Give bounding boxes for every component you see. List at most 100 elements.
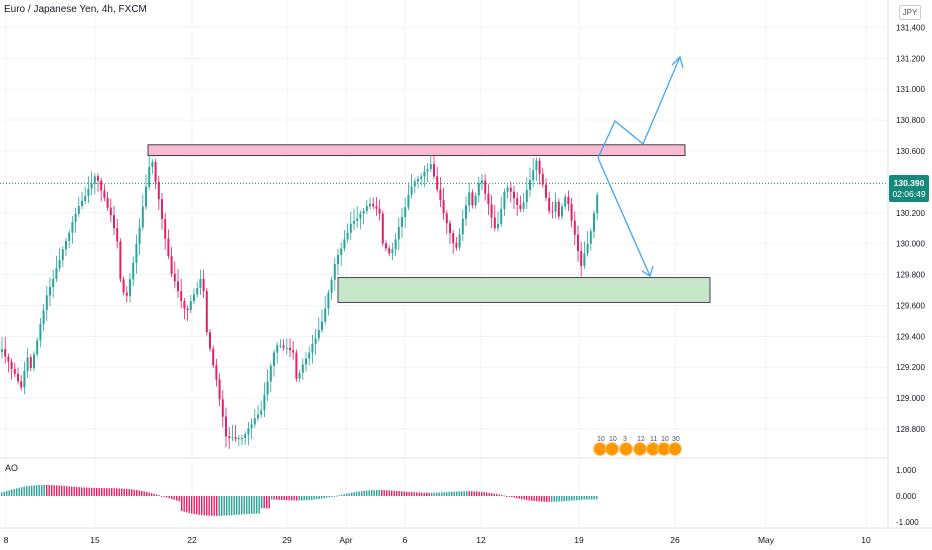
ao-bar	[506, 496, 508, 497]
ao-bar	[268, 496, 270, 509]
ao-bar	[138, 490, 140, 496]
ao-bar	[456, 491, 458, 496]
candle-body	[141, 206, 144, 228]
y-tick-label: 130.600	[896, 147, 925, 156]
candle-body	[554, 201, 557, 212]
candle-body	[433, 164, 435, 177]
candle-body	[7, 356, 10, 362]
ao-bar	[276, 496, 278, 500]
ao-bar	[168, 496, 170, 499]
ao-bar	[413, 492, 415, 496]
bullish-projection-arrow	[597, 56, 681, 159]
ao-bar	[313, 496, 315, 500]
candle-body	[439, 189, 442, 201]
ao-bar	[516, 496, 518, 499]
candle-body	[522, 202, 525, 210]
ao-bar	[341, 494, 343, 496]
ao-bar	[8, 490, 10, 496]
candle-body	[516, 198, 519, 205]
ao-bar	[491, 493, 493, 496]
ao-bar	[513, 496, 515, 498]
economic-event-icon[interactable]: 12	[634, 436, 646, 455]
candle-body	[90, 183, 93, 189]
ao-bar	[63, 485, 65, 496]
ao-bar	[121, 488, 123, 496]
y-tick-label: 129.000	[896, 394, 925, 403]
candle-body	[548, 197, 551, 211]
ao-bar	[561, 496, 563, 502]
ao-bar	[263, 496, 265, 509]
ao-bar	[106, 488, 108, 496]
candle-body	[215, 365, 218, 380]
ao-bar	[486, 492, 488, 496]
ao-bar	[416, 492, 418, 496]
candle-body	[567, 196, 570, 205]
ao-bar	[573, 496, 575, 501]
candle-body	[506, 187, 509, 192]
candle-body	[205, 291, 208, 333]
candle-body	[426, 169, 429, 172]
candle-body	[93, 176, 96, 184]
arrowhead-down	[641, 265, 654, 278]
candle-body	[327, 292, 330, 309]
ao-bar	[488, 492, 490, 496]
candle-body	[74, 213, 77, 223]
ao-bar	[383, 490, 385, 496]
candle-body	[449, 223, 451, 234]
ao-bar	[206, 496, 208, 516]
ao-bar	[468, 491, 470, 496]
candle-body	[58, 259, 61, 269]
ao-bar	[576, 496, 578, 501]
candle-body	[477, 183, 480, 196]
candle-body	[308, 352, 311, 359]
candle-body	[455, 243, 458, 248]
ao-bar	[153, 493, 155, 496]
ao-bar	[23, 486, 25, 496]
candle-body	[276, 345, 279, 353]
ao-bar	[66, 486, 68, 496]
candle-body	[68, 232, 71, 241]
currency-badge[interactable]: JPY	[899, 5, 921, 20]
economic-event-icon[interactable]: 30	[669, 436, 681, 455]
economic-event-icon[interactable]: 11	[647, 436, 659, 455]
economic-event-icon[interactable]: 10	[594, 436, 606, 455]
ao-bar	[441, 492, 443, 496]
candle-body	[410, 186, 413, 195]
y-tick-label: 131.200	[896, 54, 925, 63]
candle-body	[490, 204, 493, 218]
ao-bar	[131, 489, 133, 496]
ao-bar	[316, 496, 318, 500]
event-count: 10	[661, 436, 669, 443]
y-tick-label: 129.200	[896, 363, 925, 372]
ao-tick-label: 1.000	[896, 466, 917, 475]
ao-bar	[381, 490, 383, 496]
x-tick-label: 19	[574, 535, 584, 545]
candle-body	[71, 222, 74, 233]
candle-body	[417, 178, 419, 182]
candle-body	[145, 186, 147, 207]
candle-body	[349, 223, 352, 233]
ao-bar	[266, 496, 268, 509]
candle-body	[4, 349, 7, 357]
chart-title: Euro / Japanese Yen, 4h, FXCM	[4, 4, 147, 15]
ao-bar	[233, 496, 235, 516]
indicator-label[interactable]: AO	[5, 463, 19, 473]
ao-bar	[476, 491, 478, 496]
x-tick-label: 22	[187, 535, 197, 545]
ao-bar	[38, 485, 40, 496]
candle-body	[487, 193, 490, 205]
economic-event-icon[interactable]: 10	[658, 436, 670, 455]
candle-body	[253, 418, 256, 425]
ao-bar	[251, 496, 253, 514]
ao-bar	[68, 486, 70, 496]
economic-event-icon[interactable]: 10	[606, 436, 618, 455]
ao-bar	[296, 496, 298, 501]
candle-body	[221, 399, 224, 417]
ao-bar	[318, 496, 320, 499]
economic-event-icon[interactable]: 3	[620, 436, 632, 455]
ao-bar	[366, 490, 368, 496]
candle-body	[87, 188, 90, 197]
ao-bar	[298, 496, 300, 501]
ao-bar	[543, 496, 545, 502]
